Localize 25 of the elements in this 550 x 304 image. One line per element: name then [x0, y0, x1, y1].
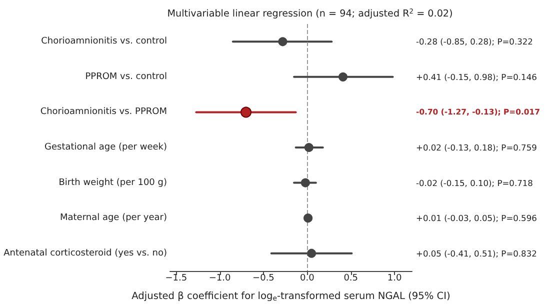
point [300, 178, 310, 188]
text: -0.02 (-0.15, 0.10); P=0.718 [416, 178, 533, 188]
text: +0.01 (-0.03, 0.05); P=0.596 [416, 213, 537, 224]
text: +0.41 (-0.15, 0.98); P=0.146 [416, 72, 537, 82]
x-tick-label: 0.5 [344, 274, 358, 284]
y-tick-label: PPROM vs. control [85, 72, 167, 82]
point [278, 37, 288, 46]
point [304, 214, 313, 223]
x-tick-label: 1.0 [387, 274, 402, 284]
point [338, 72, 348, 82]
y-tick-label: Chorioamnionitis vs. control [41, 36, 167, 47]
x-tick-label: −1.0 [208, 274, 231, 284]
y-tick-label: Birth weight (per 100 g) [58, 178, 167, 188]
y-tick-label: Antenatal corticosteroid (yes vs. no) [4, 248, 167, 258]
x-tick-label: −1.5 [165, 274, 188, 284]
point [307, 248, 316, 258]
text: +0.02 (-0.13, 0.18); P=0.759 [416, 142, 537, 152]
text: -0.28 (-0.85, 0.28); P=0.322 [416, 36, 533, 47]
x-tick-label: −0.5 [252, 274, 274, 284]
text: +0.05 (-0.41, 0.51); P=0.832 [416, 248, 537, 258]
y-tick-label: Maternal age (per year) [60, 213, 167, 224]
y-tick-label: Gestational age (per week) [44, 142, 167, 152]
x-tick-label: 0.0 [300, 274, 315, 284]
y-tick-label: Chorioamnionitis vs. PPROM [40, 107, 167, 118]
point [304, 143, 314, 152]
